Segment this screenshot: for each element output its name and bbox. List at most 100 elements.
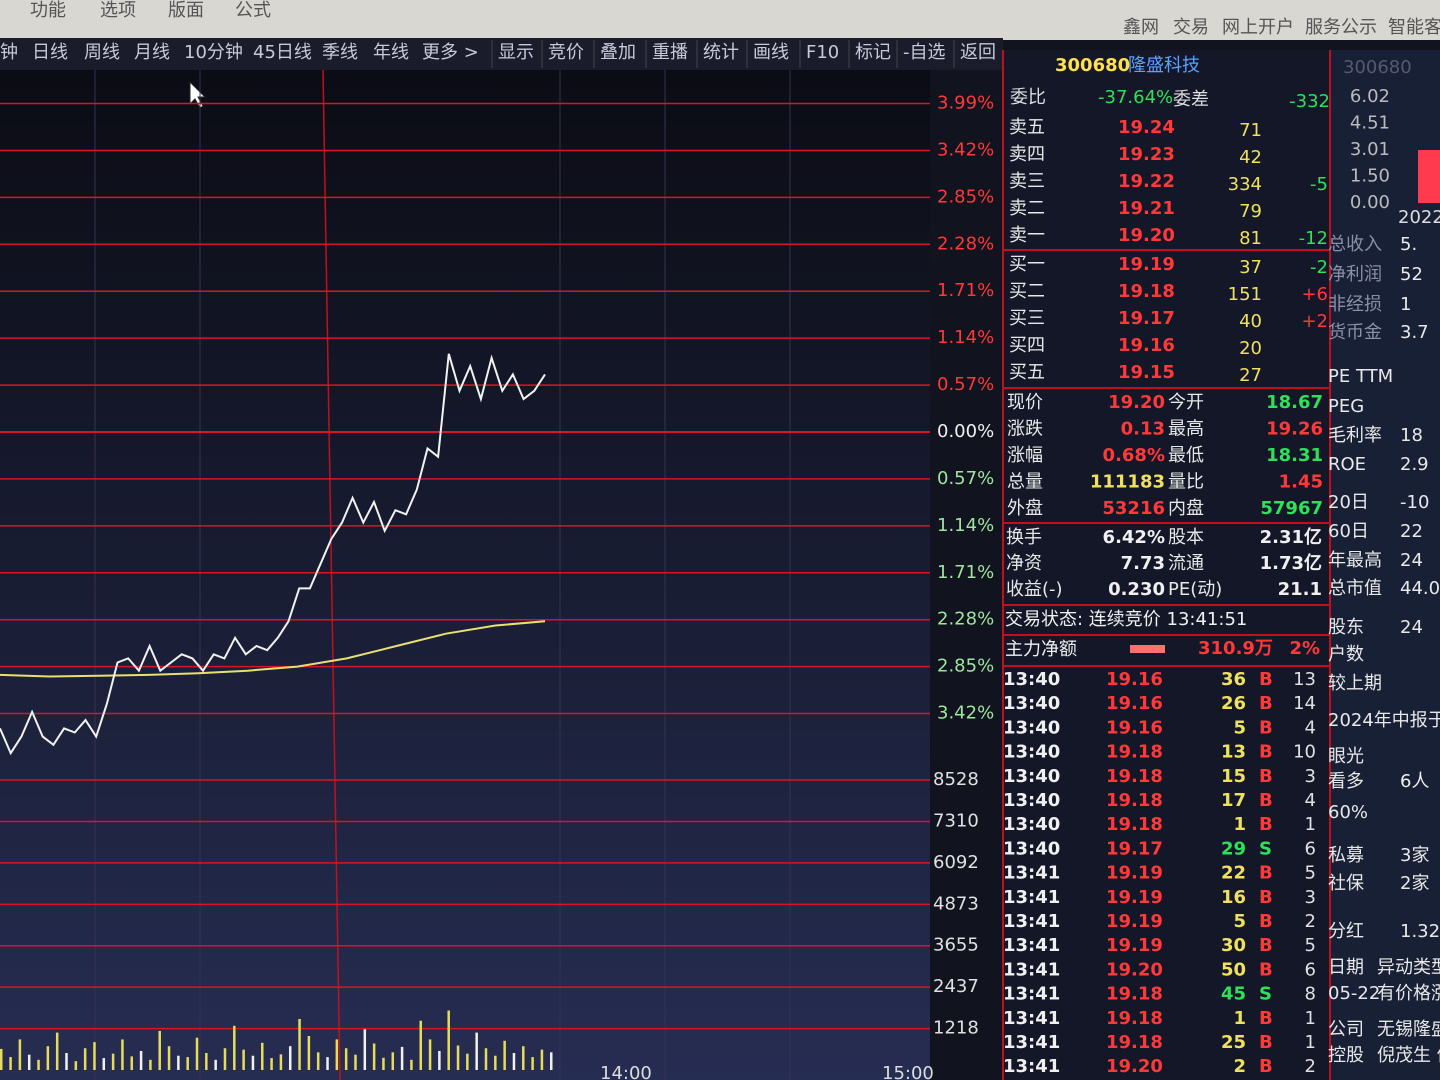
stat-label: 股本	[1168, 527, 1204, 548]
side-value: 有价格涨	[1377, 983, 1440, 1004]
volume-bar	[484, 1048, 488, 1070]
side-value: 44.0	[1400, 578, 1440, 599]
side-label: 20日	[1328, 492, 1369, 513]
tick-volume: 22	[1221, 863, 1246, 884]
menu-item: 公式	[235, 0, 271, 21]
volume-tick-label: 4873	[933, 893, 979, 914]
side-label: 日期	[1328, 957, 1364, 978]
side-code: 300680	[1343, 57, 1412, 78]
volume-bar	[223, 1048, 227, 1070]
volume-bar	[18, 1039, 22, 1070]
tick-volume: 16	[1221, 887, 1246, 908]
stat-value: 6.42%	[1103, 527, 1165, 548]
tick-time: 13:40	[1003, 693, 1060, 714]
volume-bar	[512, 1053, 516, 1070]
side-value: 52	[1400, 264, 1423, 285]
tick-time: 13:40	[1003, 838, 1060, 859]
flow-value: 310.9万	[1198, 638, 1273, 659]
book-price: 19.24	[1118, 117, 1175, 138]
price-line	[0, 353, 546, 756]
book-label: 买三	[1009, 308, 1045, 329]
tick-count: 1	[1305, 814, 1316, 835]
tick-side: B	[1259, 863, 1273, 884]
tick-volume: 13	[1221, 742, 1246, 763]
book-price: 19.21	[1118, 198, 1175, 219]
volume-bar	[447, 1010, 450, 1070]
y-tick-label: 3.99%	[937, 93, 994, 114]
volume-tick-label: 8528	[933, 769, 979, 790]
stock-name: 隆盛科技	[1128, 55, 1200, 76]
volume-bar	[410, 1059, 413, 1070]
tick-volume: 5	[1233, 911, 1246, 932]
tick-price: 19.19	[1106, 935, 1163, 956]
stat-value: 1.45	[1279, 472, 1323, 493]
tick-time: 13:41	[1003, 959, 1060, 980]
tick-time: 13:41	[1003, 887, 1060, 908]
tick-side: B	[1259, 742, 1273, 763]
book-change: -12	[1299, 228, 1328, 249]
tick-side: B	[1259, 1008, 1273, 1029]
book-price: 19.20	[1118, 225, 1175, 246]
volume-bar	[149, 1059, 152, 1070]
tick-count: 4	[1305, 790, 1316, 811]
side-label: 分红	[1328, 921, 1364, 942]
book-label: 买五	[1009, 362, 1045, 383]
y-tick-label: 1.71%	[937, 280, 994, 301]
book-volume: 20	[1239, 338, 1262, 359]
book-price: 19.18	[1118, 281, 1175, 302]
volume-bar	[158, 1030, 161, 1070]
tick-time: 13:41	[1003, 911, 1060, 932]
tick-side: B	[1259, 911, 1273, 932]
book-volume: 37	[1239, 257, 1262, 278]
stat-label: 最高	[1168, 419, 1204, 440]
tick-count: 8	[1305, 984, 1316, 1005]
volume-tick-label: 2437	[933, 976, 979, 997]
tick-time: 13:40	[1003, 766, 1060, 787]
stat-value: 0.230	[1108, 579, 1165, 600]
tick-side: B	[1259, 959, 1273, 980]
volume-bar	[279, 1054, 283, 1070]
side-label: 货币金	[1328, 322, 1382, 343]
side-label: 私募	[1328, 845, 1364, 866]
side-value: 2家	[1400, 873, 1429, 894]
volume-bar	[466, 1053, 469, 1070]
book-change: +6	[1301, 284, 1328, 305]
book-volume: 40	[1239, 311, 1262, 332]
side-label: 毛利率	[1328, 425, 1382, 446]
stat-label: 现价	[1007, 392, 1043, 413]
side-label: 2024年中报于	[1328, 710, 1440, 731]
stat-value: 18.31	[1266, 445, 1323, 466]
toolbar-item: 重播	[652, 42, 688, 63]
stat-value: 21.1	[1278, 579, 1322, 600]
tick-volume: 30	[1221, 935, 1246, 956]
side-axis: 1.50	[1350, 166, 1390, 187]
volume-bar	[37, 1059, 40, 1070]
book-price: 19.19	[1118, 254, 1175, 275]
volume-bar	[65, 1053, 68, 1070]
toolbar-item: 月线	[134, 42, 170, 63]
price-line	[0, 620, 546, 678]
volume-tick-label: 6092	[933, 852, 979, 873]
tick-price: 19.16	[1106, 693, 1163, 714]
y-tick-label: 0.57%	[937, 374, 994, 395]
side-value: 1.32亿(7	[1400, 921, 1440, 942]
side-label: 社保	[1328, 873, 1364, 894]
side-value: 22	[1400, 521, 1423, 542]
volume-bar	[298, 1019, 301, 1070]
volume-bar	[214, 1059, 217, 1070]
tick-volume: 50	[1221, 959, 1246, 980]
tick-price: 19.18	[1106, 1032, 1163, 1053]
volume-tick-label: 7310	[933, 810, 979, 831]
tick-price: 19.16	[1106, 717, 1163, 738]
tick-price: 19.18	[1106, 790, 1163, 811]
tick-time: 13:41	[1003, 1008, 1060, 1029]
stat-label: 今开	[1168, 392, 1204, 413]
menu-bar	[0, 0, 1440, 40]
stat-value: 1.73亿	[1260, 552, 1322, 574]
tick-price: 19.20	[1106, 1056, 1163, 1077]
toolbar-item: 竞价	[548, 42, 584, 63]
toolbar-item: 显示	[498, 42, 534, 63]
tick-volume: 1	[1233, 1008, 1246, 1029]
volume-bar	[186, 1057, 189, 1070]
side-value: 24	[1400, 617, 1423, 638]
